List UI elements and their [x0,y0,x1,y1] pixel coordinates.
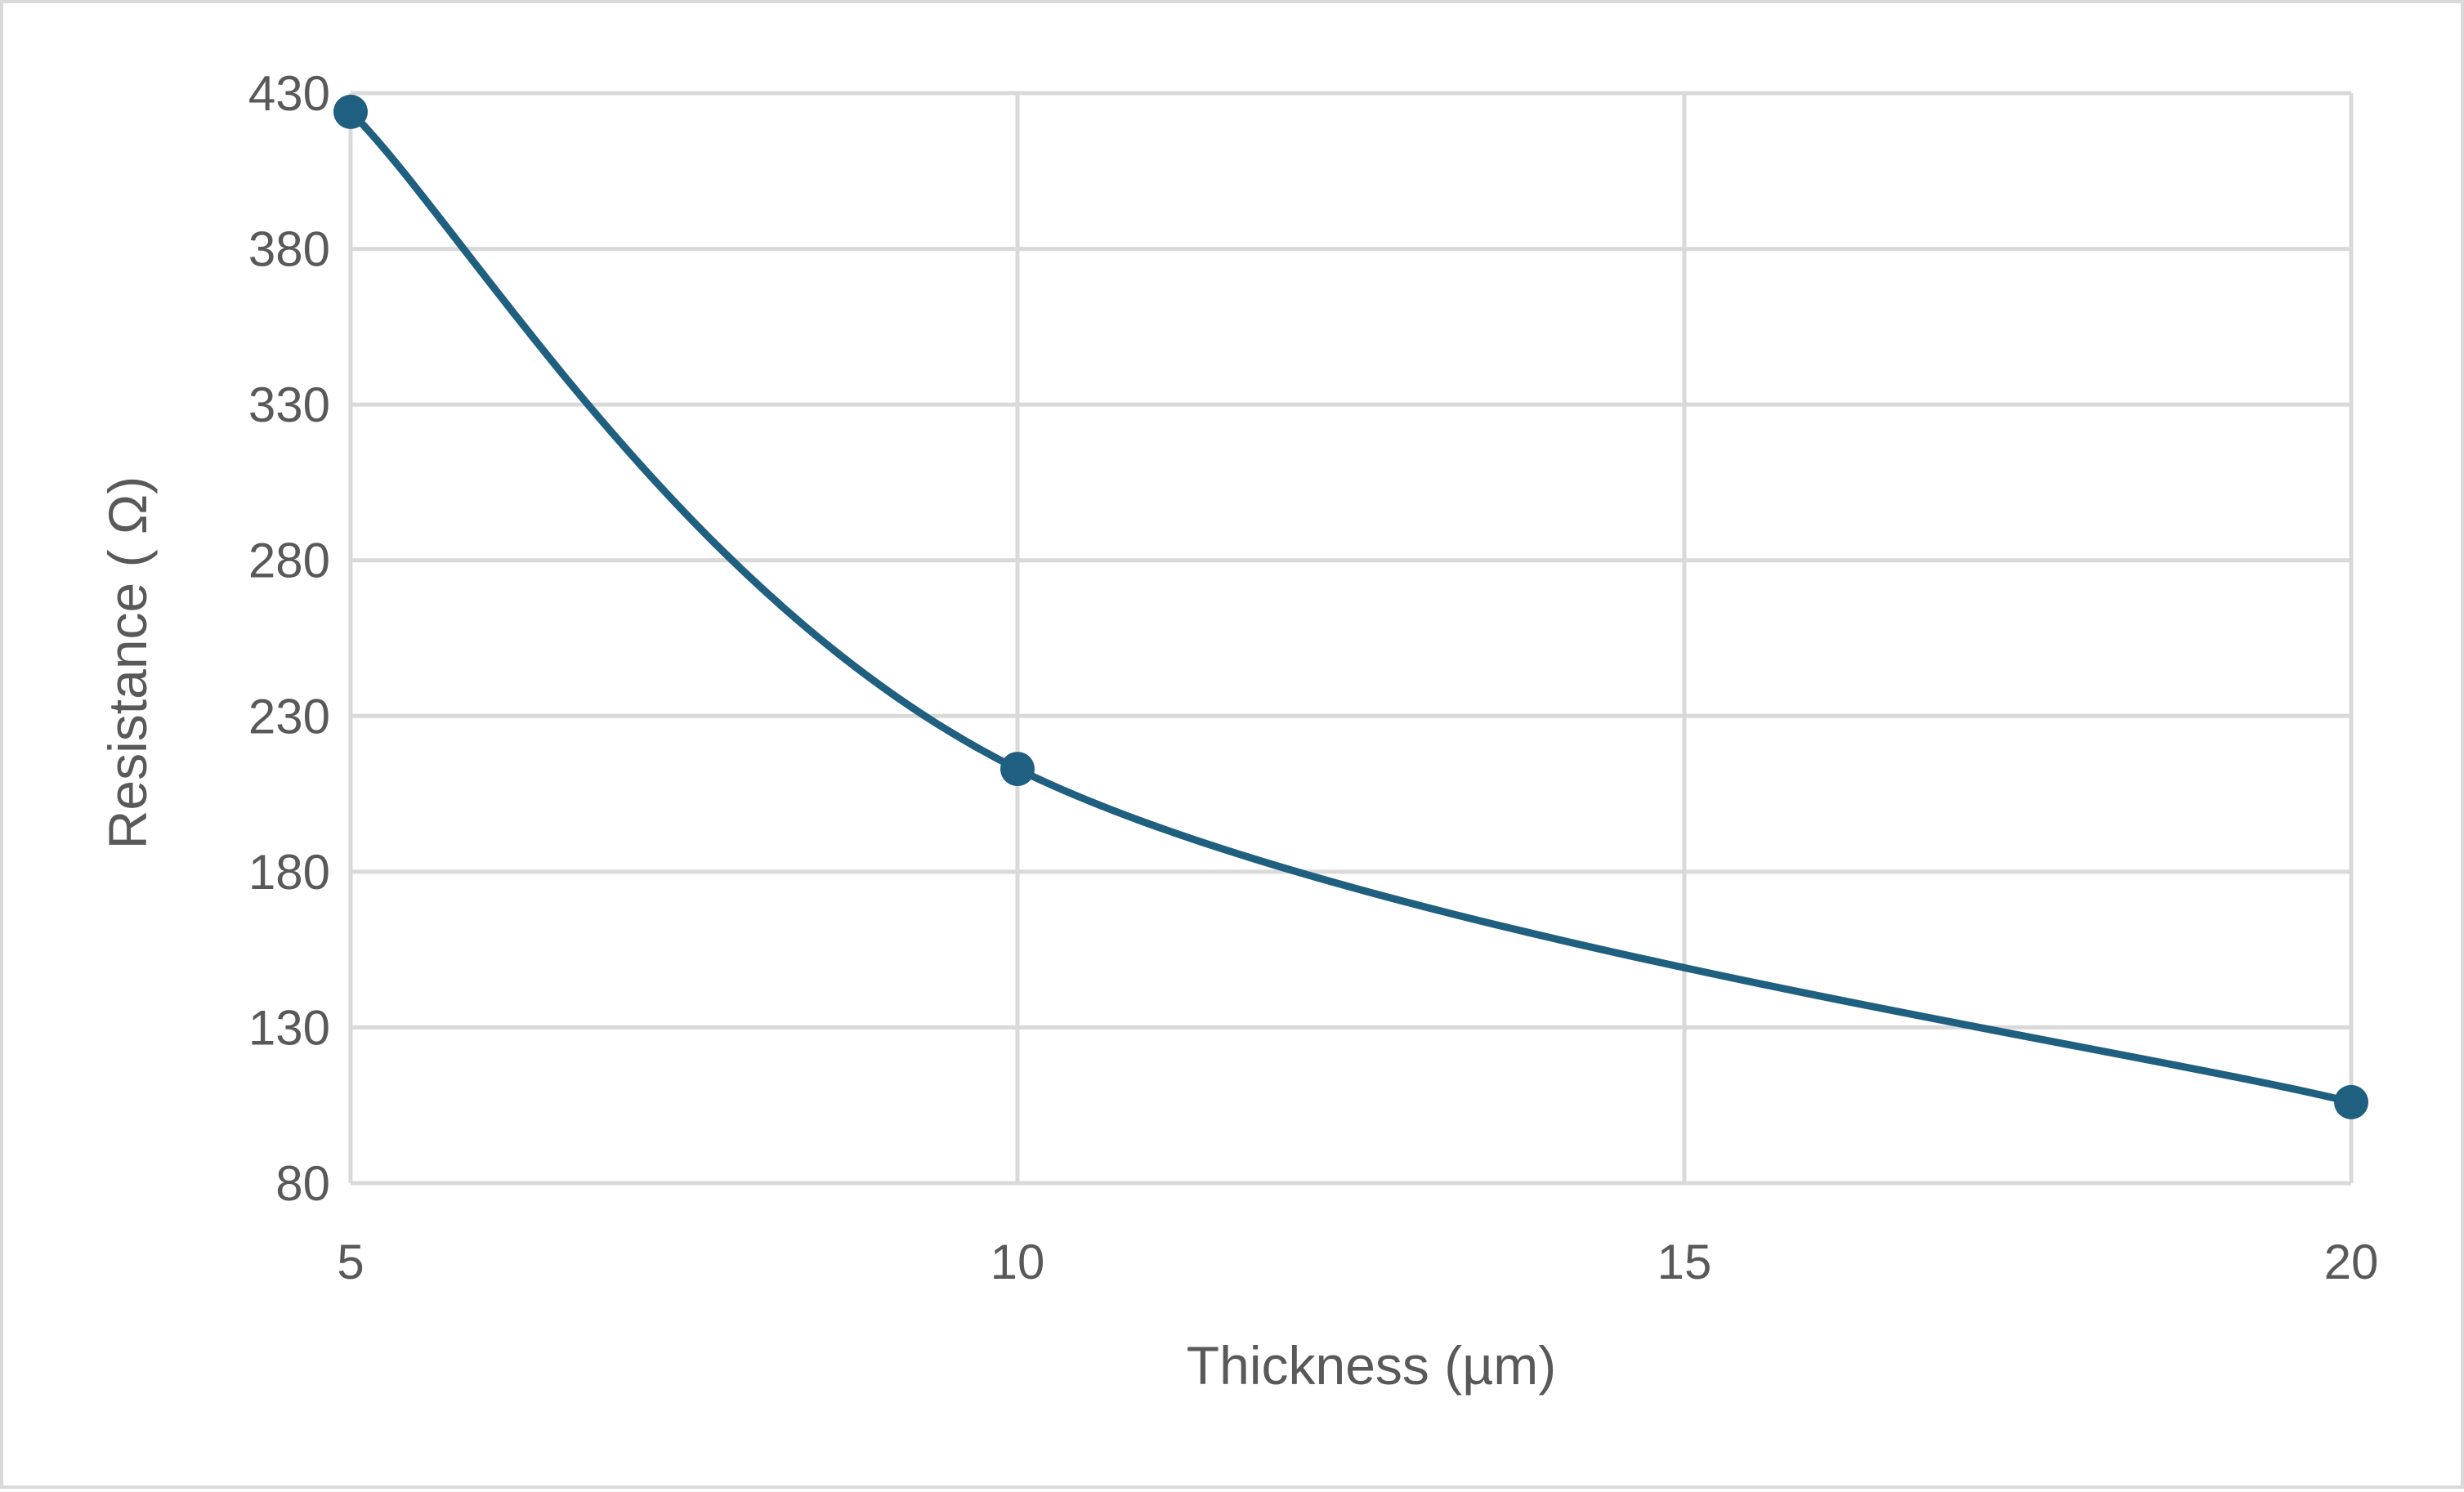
y-tick-label-330: 330 [248,377,330,432]
y-tick-label-180: 180 [248,845,330,900]
y-tick-label-380: 380 [248,222,330,277]
y-tick-label-230: 230 [248,689,330,744]
x-axis-title: Thickness (µm) [1187,1335,1556,1396]
y-axis-tick-labels: 80 130 180 230 280 330 380 430 [248,66,330,1211]
y-axis-title: Resistance ( Ω) [97,476,158,849]
data-point-x20 [2334,1084,2368,1119]
x-tick-label-15: 15 [1657,1235,1712,1289]
vertical-gridlines [348,93,2354,1183]
line-chart: 80 130 180 230 280 330 380 430 5 10 15 20 Thicknes… [97,66,2378,1396]
x-tick-label-10: 10 [991,1235,1045,1289]
horizontal-gridlines [351,91,2351,1186]
y-tick-label-280: 280 [248,534,330,588]
y-tick-label-130: 130 [248,1000,330,1055]
x-tick-label-5: 5 [337,1235,364,1289]
data-point-x5 [333,94,368,129]
series-line [347,108,2355,1106]
x-tick-label-20: 20 [2324,1235,2379,1289]
data-point-x10 [1000,752,1035,787]
y-tick-label-430: 430 [248,66,330,121]
y-tick-label-80: 80 [275,1156,330,1211]
series-resistance [333,94,2368,1119]
x-axis-tick-labels: 5 10 15 20 [337,1235,2378,1289]
